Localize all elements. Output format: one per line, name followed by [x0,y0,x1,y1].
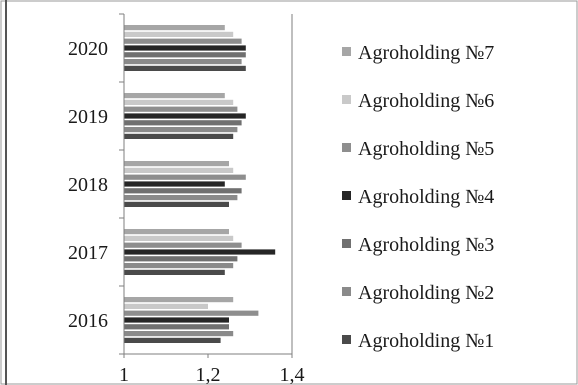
category-label-2018: 2018 [68,174,108,196]
bar-2016-series-7 [124,297,234,303]
legend-swatch-4 [342,191,351,200]
bar-2018-series-4 [124,181,225,187]
legend: Agroholding №7 Agroholding №6 Agroholding … [342,42,494,352]
bar-2017-series-6 [124,235,234,241]
bar-2018-series-1 [124,201,229,207]
bar-2019-series-6 [124,99,234,105]
bar-2020-series-5 [124,38,242,44]
legend-label-6: Agroholding №6 [358,90,494,112]
x-tick-label: 1 [119,364,129,385]
legend-label-5: Agroholding №5 [358,138,494,160]
bar-2020-series-4 [124,45,246,51]
bar-2020-series-3 [124,52,246,58]
bar-2017-series-3 [124,256,238,262]
bar-2017-series-7 [124,229,229,235]
bar-2016-series-3 [124,324,229,330]
bar-2016-series-5 [124,310,259,316]
bar-2017-series-2 [124,263,234,269]
legend-label-4: Agroholding №4 [358,186,494,208]
bar-2017-series-4 [124,249,276,255]
x-tick-label: 1,2 [196,364,221,385]
category-label-2016: 2016 [68,310,108,332]
bar-2016-series-1 [124,337,221,343]
bar-2019-series-3 [124,120,242,126]
axes-group: 2016 2017 2018 2019 2020 1 1,2 1,4 [68,13,305,385]
bar-2016-series-4 [124,317,229,323]
legend-label-2: Agroholding №2 [358,282,494,304]
legend-swatch-7 [342,47,351,56]
legend-swatch-1 [342,335,351,344]
bar-2019-series-1 [124,133,234,139]
bar-2020-series-6 [124,31,234,37]
bar-2019-series-7 [124,93,225,99]
bar-2019-series-2 [124,127,238,133]
legend-swatch-5 [342,143,351,152]
bar-2018-series-7 [124,161,229,167]
bar-2018-series-3 [124,188,242,194]
x-tick-label: 1,4 [280,364,305,385]
bar-2016-series-2 [124,331,234,337]
legend-label-3: Agroholding №3 [358,234,494,256]
bar-2018-series-6 [124,167,234,173]
bar-2020-series-1 [124,65,246,71]
bar-2019-series-5 [124,106,238,112]
bar-2018-series-2 [124,195,238,201]
category-label-2017: 2017 [68,242,108,264]
bar-2019-series-4 [124,113,246,119]
legend-label-1: Agroholding №1 [358,330,494,352]
category-label-2019: 2019 [68,106,108,128]
bars-group [124,25,276,343]
bar-2018-series-5 [124,174,246,180]
legend-swatch-2 [342,287,351,296]
bar-2017-series-5 [124,242,242,248]
legend-swatch-6 [342,95,351,104]
bar-2020-series-2 [124,59,242,65]
legend-label-7: Agroholding №7 [358,42,494,64]
bar-2020-series-7 [124,25,225,31]
legend-swatch-3 [342,239,351,248]
bar-2017-series-1 [124,269,225,275]
category-label-2020: 2020 [68,38,108,60]
bar-2016-series-6 [124,303,208,309]
